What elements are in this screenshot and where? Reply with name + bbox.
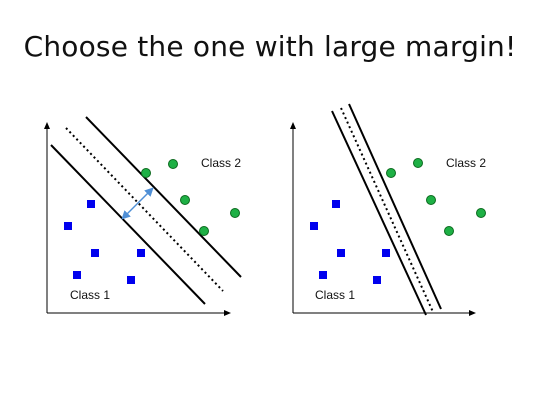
- right-class2-points: [386, 158, 486, 236]
- class2-point: [476, 208, 486, 218]
- class1-point: [310, 222, 318, 230]
- left-margin-arrow: [121, 187, 154, 220]
- left-class1-points: [64, 200, 145, 284]
- class1-point: [332, 200, 340, 208]
- left-margin-line-upper: [85, 116, 242, 278]
- class2-point: [230, 208, 240, 218]
- class2-point: [141, 168, 151, 178]
- class2-point: [426, 195, 436, 205]
- right-class1-label: Class 1: [315, 288, 355, 302]
- left-decision-boundary: [65, 127, 224, 292]
- left-class2-label: Class 2: [201, 156, 241, 170]
- class2-point: [386, 168, 396, 178]
- left-margin-line-lower: [50, 144, 206, 305]
- slide-title: Choose the one with large margin!: [23, 30, 517, 63]
- class1-point: [319, 271, 327, 279]
- class2-point: [444, 226, 454, 236]
- class1-point: [373, 276, 381, 284]
- left-class1-label: Class 1: [70, 288, 110, 302]
- class1-point: [382, 249, 390, 257]
- right-margin-line-right: [348, 103, 442, 310]
- class2-point: [413, 158, 423, 168]
- class1-point: [91, 249, 99, 257]
- right-class1-points: [310, 200, 390, 284]
- class1-point: [73, 271, 81, 279]
- class1-point: [337, 249, 345, 257]
- right-decision-boundary: [340, 107, 434, 313]
- class2-point: [199, 226, 209, 236]
- class1-point: [127, 276, 135, 284]
- class1-point: [137, 249, 145, 257]
- class2-point: [168, 159, 178, 169]
- class2-point: [180, 195, 190, 205]
- left-plot: Class 2 Class 1: [44, 116, 242, 316]
- left-class2-points: [141, 159, 240, 236]
- class1-point: [64, 222, 72, 230]
- right-margin-line-left: [331, 110, 427, 316]
- class1-point: [87, 200, 95, 208]
- right-plot: Class 2 Class 1: [290, 103, 486, 316]
- right-class2-label: Class 2: [446, 156, 486, 170]
